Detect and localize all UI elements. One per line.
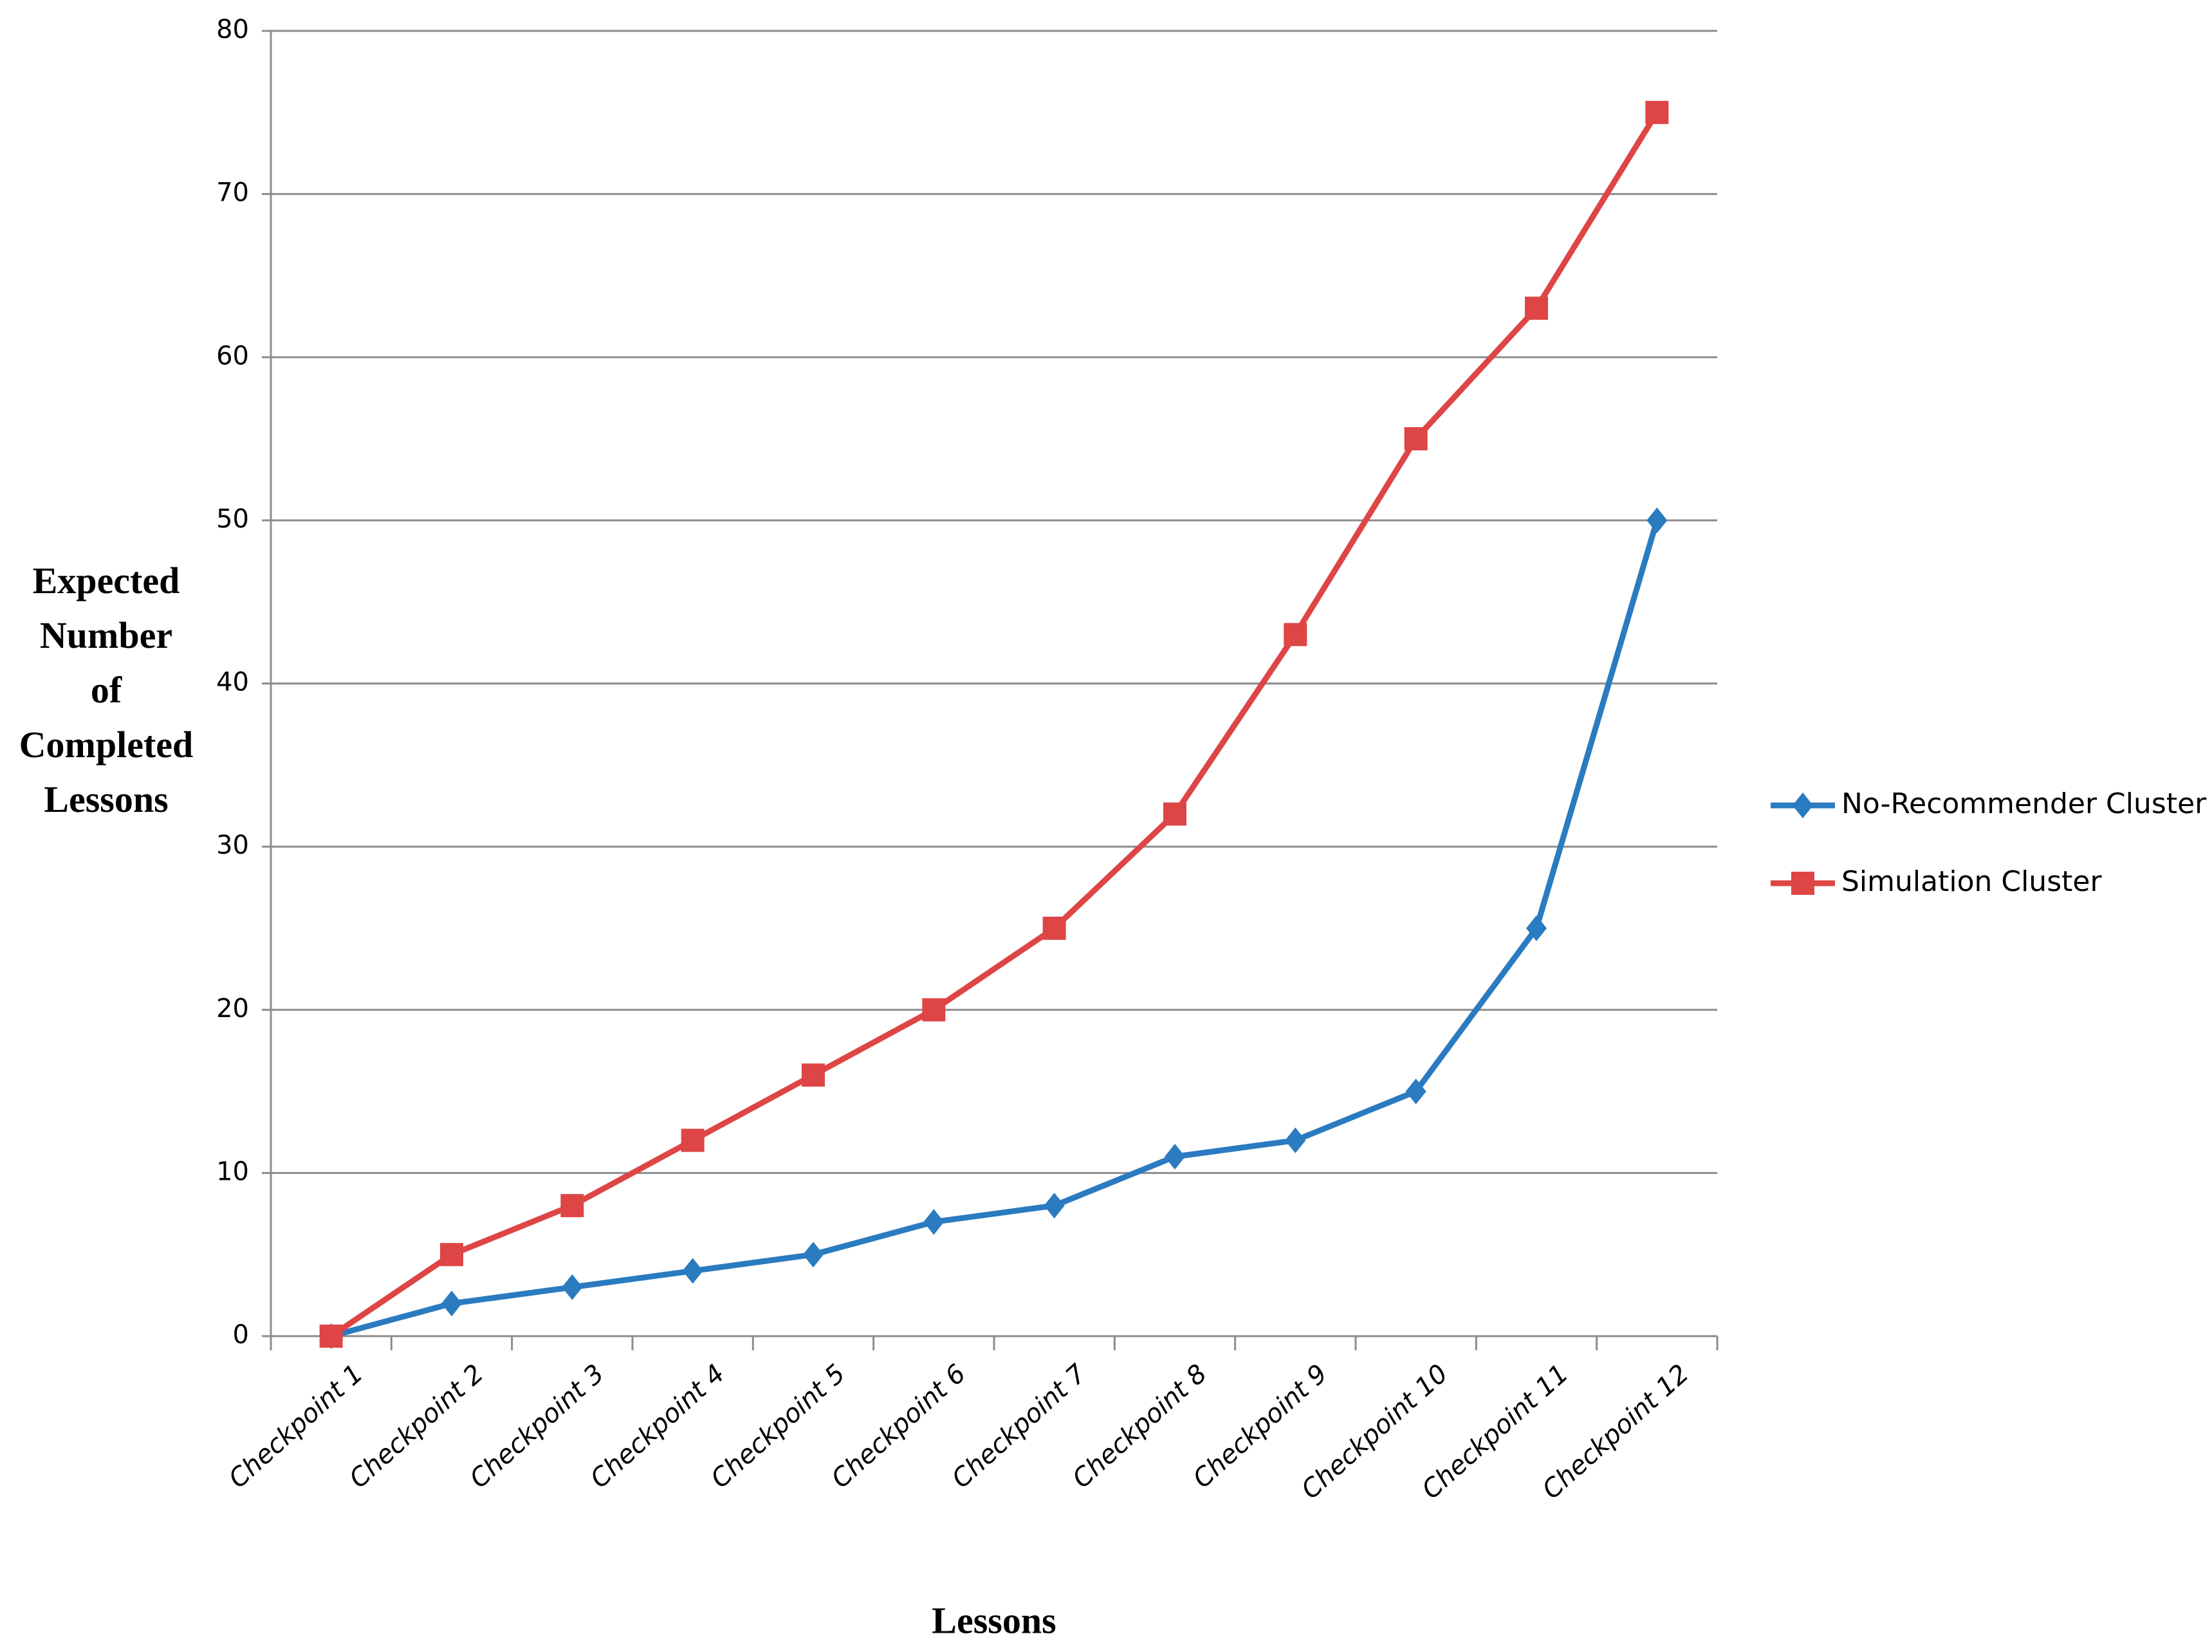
- marker: [682, 1258, 703, 1284]
- series-line: [329, 111, 1660, 1339]
- x-axis-title: Lessons: [932, 1599, 1056, 1641]
- y-tick-label: 50: [216, 504, 249, 534]
- marker: [1791, 872, 1814, 895]
- marker: [1163, 802, 1186, 826]
- marker: [1404, 427, 1428, 451]
- marker: [803, 1242, 824, 1268]
- marker: [1646, 507, 1668, 533]
- marker: [923, 1209, 945, 1235]
- marker: [1285, 1127, 1306, 1153]
- series-line: [330, 519, 1660, 1339]
- marker: [1044, 1193, 1065, 1219]
- legend-label: Simulation Cluster: [1841, 865, 2102, 898]
- marker: [1526, 915, 1547, 941]
- marker: [1042, 916, 1066, 940]
- marker: [319, 1325, 343, 1348]
- y-tick-label: 80: [216, 15, 249, 44]
- y-tick-label: 20: [216, 994, 249, 1023]
- y-tick-label: 30: [216, 831, 249, 860]
- marker: [1405, 1078, 1426, 1105]
- y-tick-label: 40: [216, 668, 249, 697]
- marker: [1165, 1144, 1185, 1170]
- marker: [802, 1063, 825, 1087]
- y-tick-label: 0: [233, 1320, 249, 1350]
- marker: [560, 1194, 584, 1218]
- marker: [1525, 297, 1548, 320]
- y-tick-label: 60: [216, 341, 249, 371]
- marker: [441, 1290, 462, 1317]
- y-tick-label: 10: [216, 1157, 249, 1186]
- marker: [1645, 100, 1669, 124]
- marker: [440, 1243, 463, 1267]
- y-tick-label: 70: [216, 178, 249, 208]
- legend-label: No-Recommender Cluster: [1841, 787, 2207, 820]
- marker: [681, 1128, 705, 1152]
- marker: [562, 1274, 583, 1300]
- marker: [922, 998, 946, 1022]
- y-axis-title: Expected Number of Completed Lessons: [19, 560, 194, 820]
- series: [319, 100, 1669, 1348]
- marker: [1793, 793, 1813, 818]
- marker: [1284, 623, 1307, 647]
